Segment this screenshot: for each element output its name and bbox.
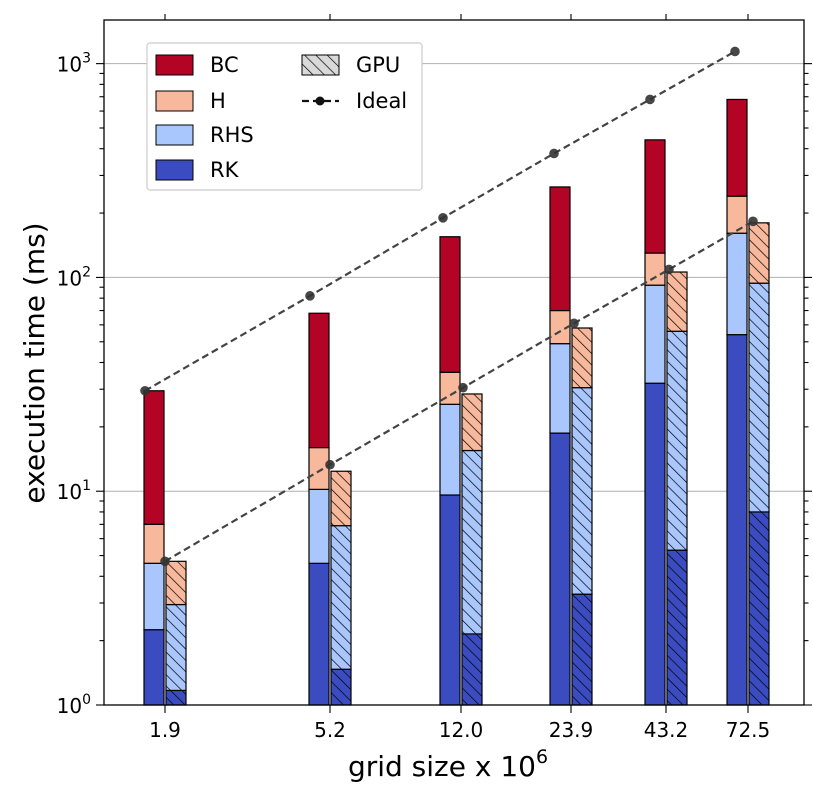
cpu-bar-rk-43.2 [644, 382, 666, 706]
cpu-bar-rhs-72.5 [726, 232, 748, 336]
x-tick-label-5.2: 5.2 [314, 718, 346, 742]
x-tick-label-23.9: 23.9 [549, 718, 594, 742]
gpu-bar-hatch-rhs-5.2 [330, 525, 352, 670]
ideal-gpu-point-72.5 [748, 216, 758, 227]
ideal-gpu-point-23.9 [569, 318, 579, 329]
gpu-bar-hatch-rhs-72.5 [748, 282, 770, 513]
cpu-bar-h-43.2 [644, 252, 666, 286]
ideal-cpu-point-1.9 [140, 385, 150, 396]
tick-labels: 100 101 102 103 1.9 5.2 12.0 23.9 43.2 72.5 [57, 51, 771, 742]
y-tick-label-2: 102 [57, 264, 91, 290]
legend-label-gpu: GPU [356, 53, 400, 77]
cpu-bar-rhs-12.0 [439, 403, 461, 496]
y-tick-label-3: 103 [57, 51, 91, 77]
legend-label-ideal: Ideal [356, 89, 407, 113]
cpu-bar-rhs-43.2 [644, 284, 666, 384]
ideal-gpu-point-5.2 [325, 459, 335, 470]
x-tick-label-72.5: 72.5 [726, 718, 771, 742]
cpu-bar-rk-72.5 [726, 334, 748, 706]
gpu-bar-hatch-rhs-23.9 [571, 387, 593, 595]
cpu-bar-bc-5.2 [308, 312, 330, 449]
gpu-bar-hatch-rk-12.0 [461, 633, 483, 706]
ideal-gpu-point-1.9 [160, 556, 170, 567]
legend-label-bc: BC [210, 53, 239, 77]
bars [143, 98, 770, 706]
cpu-bar-rhs-5.2 [308, 488, 330, 564]
cpu-bar-bc-72.5 [726, 98, 748, 197]
gpu-bar-hatch-rk-1.9 [165, 689, 187, 706]
cpu-bar-rhs-1.9 [143, 562, 165, 631]
ideal-cpu-point-5.2 [305, 291, 315, 301]
ideal-cpu-point-43.2 [645, 94, 655, 105]
cpu-bar-h-72.5 [726, 195, 748, 234]
legend-swatch-bc [155, 54, 194, 76]
gpu-bar-hatch-h-12.0 [461, 393, 483, 452]
ideal-cpu-point-72.5 [730, 46, 740, 57]
cpu-bar-rhs-23.9 [549, 343, 571, 434]
gpu-bar-hatch-rhs-12.0 [461, 449, 483, 635]
y-tick-label-1: 101 [57, 478, 91, 504]
gpu-bar-hatch-h-72.5 [748, 222, 770, 284]
x-tick-label-1.9: 1.9 [149, 718, 181, 742]
ideal-lines [140, 46, 758, 567]
x-tick-label-43.2: 43.2 [644, 718, 689, 742]
axes [96, 14, 812, 713]
gpu-bar-hatch-rhs-43.2 [666, 330, 688, 551]
ideal-cpu-point-23.9 [549, 148, 559, 159]
gpu-bar-hatch-h-1.9 [165, 560, 187, 606]
legend-label-h: H [210, 89, 226, 113]
cpu-bar-h-5.2 [308, 446, 330, 490]
x-axis-title: grid size x 106 [348, 746, 548, 783]
ideal-cpu-point-12.0 [438, 213, 448, 223]
legend-swatch-rk [155, 159, 194, 181]
gpu-bar-hatch-h-23.9 [571, 327, 593, 389]
y-tick-label-0: 100 [57, 692, 91, 718]
y-axis-title: execution time (ms) [18, 222, 51, 503]
gpu-bar-hatch-h-5.2 [330, 470, 352, 527]
legend-ideal-marker [315, 96, 325, 106]
ideal-cpu-line [144, 50, 736, 392]
cpu-bar-rk-1.9 [143, 629, 165, 706]
cpu-bar-bc-43.2 [644, 139, 666, 254]
cpu-bar-bc-1.9 [143, 390, 165, 525]
legend-frame [146, 42, 423, 191]
legend-swatch-rhs [155, 124, 194, 146]
legend-swatch-gpu-hatch [301, 54, 340, 76]
gpu-bar-hatch-rk-43.2 [666, 549, 688, 706]
gpu-bar-hatch-rk-5.2 [330, 668, 352, 706]
cpu-bar-bc-23.9 [549, 186, 571, 312]
gpu-bar-hatch-rhs-1.9 [165, 603, 187, 692]
cpu-bar-rk-12.0 [439, 494, 461, 706]
gpu-bar-hatch-rk-23.9 [571, 593, 593, 706]
cpu-bar-rk-23.9 [549, 432, 571, 706]
x-tick-label-12.0: 12.0 [439, 718, 484, 742]
legend-label-rhs: RHS [210, 123, 254, 147]
ideal-gpu-line [164, 220, 754, 563]
cpu-bar-h-1.9 [143, 523, 165, 564]
gpu-bar-hatch-h-43.2 [666, 271, 688, 332]
legend: BC H RHS RK GPU Ideal [146, 42, 423, 191]
ideal-gpu-point-43.2 [664, 264, 674, 275]
cpu-bar-bc-12.0 [439, 236, 461, 373]
cpu-bar-rk-5.2 [308, 562, 330, 706]
ideal-gpu-point-12.0 [458, 382, 468, 393]
legend-swatch-h [155, 90, 194, 112]
gpu-bar-hatch-rk-72.5 [748, 511, 770, 706]
legend-label-rk: RK [210, 158, 240, 182]
